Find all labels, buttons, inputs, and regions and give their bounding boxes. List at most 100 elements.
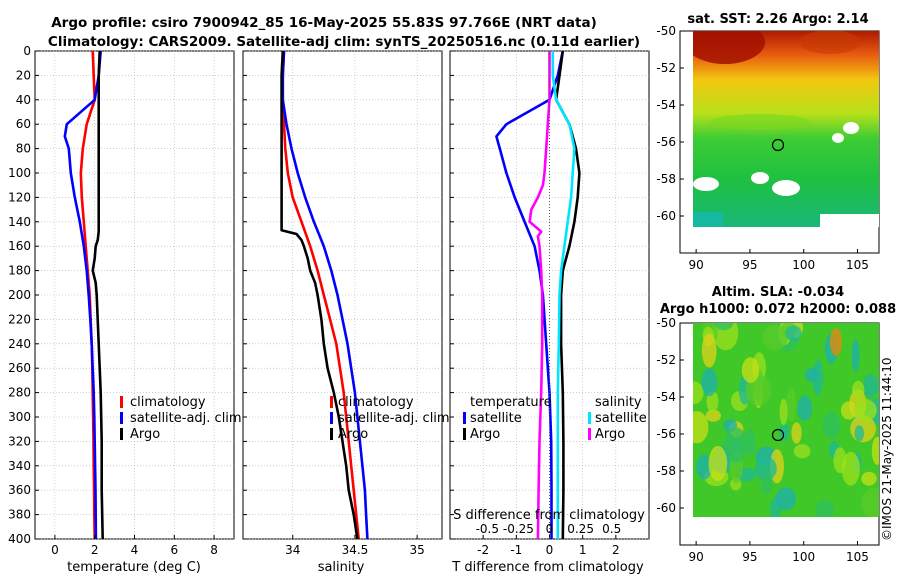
legend-label-argo: Argo (338, 427, 368, 442)
series-line-t-satellite (495, 50, 565, 539)
sst-band (710, 114, 810, 130)
ytick-label: 340 (8, 459, 31, 473)
s-xtick-label: -0.25 (503, 522, 534, 536)
xtick-label: 34 (285, 543, 300, 557)
sla-anomaly-blob (815, 499, 835, 517)
map-ytick-label: -50 (656, 316, 676, 330)
sst-missing-edge (820, 214, 879, 227)
map-xtick-label: 105 (846, 550, 869, 564)
xtick-label: 1 (579, 543, 587, 557)
legend-label-climatology: climatology (130, 395, 206, 410)
series-line-satellite-adj-clim (63, 50, 102, 540)
map-ytick-label: -54 (656, 390, 676, 404)
temperature-legend: climatology satellite-adj. clim Argo (120, 395, 242, 442)
sla-anomaly-blob (723, 427, 748, 463)
xtick-label: 0 (51, 543, 59, 557)
sla-anomaly-blob (822, 412, 840, 439)
sla-anomaly-blob (852, 380, 865, 399)
sla-map-subtitle: Argo h1000: 0.072 h2000: 0.088 (660, 302, 896, 317)
map-ytick-label: -58 (656, 172, 676, 186)
legend-swatch-argo (330, 428, 333, 440)
map-ytick-label: -50 (656, 24, 676, 38)
ytick-label: 80 (16, 142, 31, 156)
legend-label-t-satellite: satellite (470, 411, 522, 426)
s-xtick-label: 0 (546, 522, 554, 536)
sla-anomaly-blob (746, 428, 756, 456)
xtick-label: 6 (170, 543, 178, 557)
legend-swatch-t-satellite (463, 412, 466, 424)
sla-anomaly-blob (830, 328, 842, 356)
sst-warm-patch (693, 31, 765, 64)
sla-anomaly-blob (786, 388, 797, 422)
sst-missing-patch (843, 122, 859, 134)
legend-label-satellite: satellite-adj. clim (338, 411, 450, 426)
sla-anomaly-blob (762, 324, 788, 351)
legend-title-temperature: temperature (470, 395, 552, 410)
sst-warm-patch (800, 31, 860, 54)
ytick-label: 0 (23, 44, 31, 58)
ytick-label: 100 (8, 166, 31, 180)
map-ytick-label: -56 (656, 427, 676, 441)
map-ytick-label: -60 (656, 501, 676, 515)
legend-label-s-satellite: satellite (595, 411, 647, 426)
difference-xlabel: T difference from climatology (451, 560, 644, 575)
sla-anomaly-blob (714, 323, 734, 331)
sla-anomaly-blob (760, 474, 773, 495)
sla-anomaly-blob (693, 411, 709, 444)
difference-panel: -2 -1 0 1 2 T difference from climatology S … (449, 50, 650, 575)
sla-anomaly-blob (804, 368, 820, 382)
map-xtick-label: 105 (846, 258, 869, 272)
sla-anomaly-blob (705, 409, 721, 422)
legend-label-satellite: satellite-adj. clim (130, 411, 242, 426)
sla-anomaly-blob (841, 451, 860, 486)
xtick-label: -1 (510, 543, 522, 557)
figure-title-line1: Argo profile: csiro 7900942_85 16-May-20… (51, 15, 597, 31)
s-xtick-label: 0.5 (602, 522, 621, 536)
map-ytick-label: -52 (656, 61, 676, 75)
legend-title-salinity: salinity (595, 395, 642, 410)
difference-legend: temperature satellite Argo salinity sate… (463, 395, 647, 442)
sla-anomaly-blob (785, 325, 802, 342)
sla-anomaly-blob (701, 333, 717, 368)
legend-swatch-climatology (120, 396, 123, 408)
series-line-s-satellite (551, 51, 576, 539)
series-line-s-argo (528, 51, 551, 540)
ytick-label: 360 (8, 483, 31, 497)
legend-swatch-s-satellite (588, 412, 591, 424)
xtick-label: -2 (477, 543, 489, 557)
s-xtick-label: 0.25 (567, 522, 594, 536)
imos-credit: ©IMOS 21-May-2025 11:44:10 (880, 357, 894, 541)
ytick-label: 320 (8, 434, 31, 448)
sla-anomaly-blob (779, 398, 788, 426)
map-xtick-label: 95 (742, 550, 757, 564)
ytick-label: 40 (16, 93, 31, 107)
ytick-label: 220 (8, 312, 31, 326)
sla-map-title: Altim. SLA: -0.034 (712, 285, 844, 300)
sst-missing-patch (772, 180, 800, 196)
sla-field (693, 323, 879, 517)
sla-anomaly-blob (793, 444, 811, 459)
sla-anomaly-blob (775, 487, 796, 511)
sla-anomaly-blob (693, 381, 704, 405)
temperature-panel: 0204060801001201401601802002202402602803… (8, 44, 242, 575)
series-line-satellite-adj-clim (281, 50, 369, 540)
sla-anomaly-blob (713, 323, 739, 351)
map-xtick-label: 95 (742, 258, 757, 272)
ytick-label: 300 (8, 410, 31, 424)
sst-argo-location-marker (771, 138, 785, 152)
series-line-argo (280, 50, 359, 540)
xtick-label: 35 (409, 543, 424, 557)
ytick-label: 260 (8, 361, 31, 375)
series-line-climatology (281, 50, 360, 540)
sla-anomaly-blob (797, 395, 813, 421)
sla-anomaly-blob (851, 339, 860, 372)
sst-cold-patch (693, 212, 723, 227)
ytick-label: 160 (8, 239, 31, 253)
sst-map-title: sat. SST: 2.26 Argo: 2.14 (687, 12, 868, 27)
salinity-legend: climatology satellite-adj. clim Argo (330, 395, 450, 442)
map-ytick-label: -56 (656, 135, 676, 149)
xtick-label: 2 (612, 543, 620, 557)
sla-anomaly-blob (861, 487, 879, 517)
sla-anomaly-blob (741, 357, 760, 383)
